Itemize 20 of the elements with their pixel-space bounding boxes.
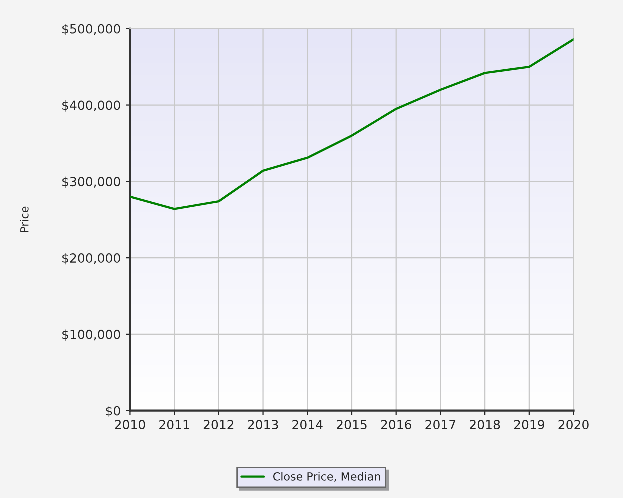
x-tick-label: 2012 (204, 420, 234, 430)
x-tick-label: 2015 (337, 420, 367, 430)
x-tick-label: 2018 (470, 420, 500, 430)
x-tick-label: 2011 (160, 420, 190, 430)
legend-label: Close Price, Median (273, 472, 380, 482)
x-tick-label: 2013 (248, 420, 278, 430)
x-tick-label: 2020 (558, 420, 589, 430)
line-series (130, 38, 574, 210)
y-axis-title: Price (20, 206, 29, 232)
x-tick-label: 2019 (514, 420, 544, 430)
x-tick-label: 2014 (292, 420, 323, 430)
y-tick-label: $0 (106, 406, 120, 418)
y-tick-label: $500,000 (62, 24, 120, 36)
x-tick-label: 2010 (115, 420, 146, 430)
y-tick-label: $200,000 (62, 253, 120, 265)
y-tick-label: $400,000 (62, 100, 120, 112)
x-tick-label: 2017 (426, 420, 456, 430)
y-tick-label: $100,000 (62, 330, 120, 342)
y-tick-label: $300,000 (62, 176, 120, 188)
x-tick-label: 2016 (381, 420, 412, 430)
